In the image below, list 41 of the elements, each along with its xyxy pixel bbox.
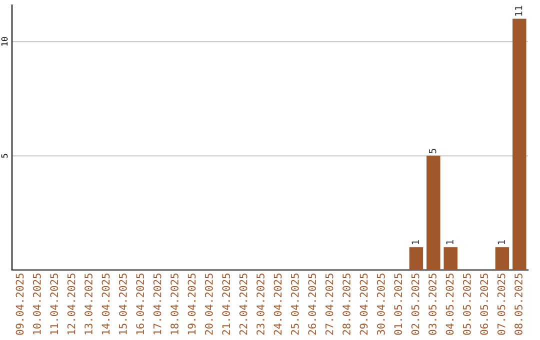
x-tick-label: 02.05.2025 <box>411 274 420 335</box>
x-tick-label: 23.04.2025 <box>256 274 264 335</box>
x-tick-label: 12.04.2025 <box>67 274 76 334</box>
x-tick-label: 30.04.2025 <box>376 274 385 335</box>
x-tick-label: 04.05.2025 <box>446 274 454 335</box>
x-tick-label: 10.04.2025 <box>32 274 41 334</box>
x-tick-label: 17.04.2025 <box>153 274 162 334</box>
x-tick-label: 22.04.2025 <box>239 274 248 335</box>
x-tick-label: 19.04.2025 <box>188 274 196 334</box>
x-tick-label: 08.05.2025 <box>514 274 522 335</box>
bar <box>409 247 424 270</box>
x-tick-label: 24.04.2025 <box>274 274 282 335</box>
data-label: 1 <box>412 240 419 244</box>
x-tick-label: 05.05.2025 <box>462 274 471 335</box>
data-label: 1 <box>498 240 505 244</box>
x-tick-label: 06.05.2025 <box>480 274 488 335</box>
x-tick-label: 29.04.2025 <box>360 274 368 335</box>
bar <box>495 247 510 270</box>
x-tick-label: 11.04.2025 <box>50 274 58 334</box>
x-tick-label: 18.04.2025 <box>170 274 178 334</box>
y-tick-label: 10 <box>1 37 8 46</box>
data-label: 11 <box>515 6 522 16</box>
x-tick-label: 27.04.2025 <box>325 274 334 335</box>
x-tick-label: 14.04.2025 <box>102 274 110 334</box>
x-tick-label: 25.04.2025 <box>290 274 299 335</box>
x-tick-label: 13.04.2025 <box>84 274 92 334</box>
x-tick-label: 20.04.2025 <box>204 274 213 335</box>
x-tick-label: 26.04.2025 <box>308 274 316 335</box>
bar <box>512 18 526 270</box>
x-tick-label: 09.04.2025 <box>16 274 24 335</box>
x-tick-label: 01.05.2025 <box>394 274 402 335</box>
x-tick-label: 03.05.2025 <box>428 274 436 335</box>
x-tick-label: 15.04.2025 <box>118 274 127 334</box>
data-label: 1 <box>446 240 454 244</box>
x-tick-label: 28.04.2025 <box>342 274 350 335</box>
data-label: 5 <box>429 148 436 154</box>
bar <box>444 247 458 270</box>
x-tick-label: 21.04.2025 <box>222 274 230 335</box>
bar <box>426 156 440 270</box>
x-tick-label: 07.05.2025 <box>497 274 506 335</box>
x-tick-label: 16.04.2025 <box>136 274 144 334</box>
